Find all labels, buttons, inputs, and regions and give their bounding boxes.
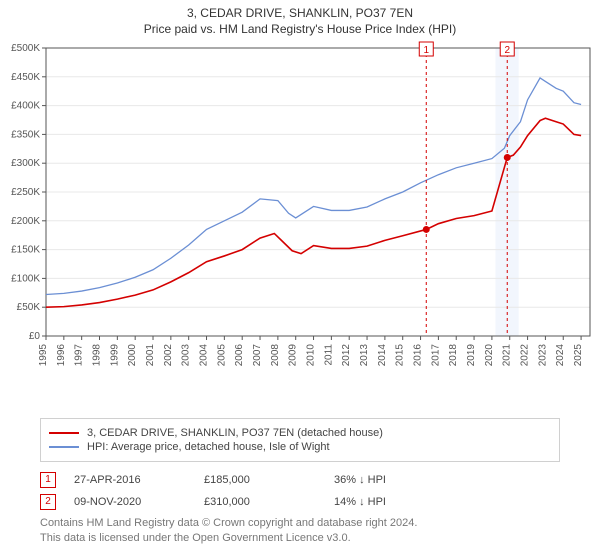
svg-text:£500K: £500K xyxy=(11,43,40,54)
svg-text:£100K: £100K xyxy=(11,273,40,284)
event-date: 09-NOV-2020 xyxy=(74,496,204,508)
svg-text:2022: 2022 xyxy=(520,344,531,367)
svg-text:2025: 2025 xyxy=(573,344,584,367)
footer-line2: This data is licensed under the Open Gov… xyxy=(40,531,560,546)
svg-text:2019: 2019 xyxy=(466,344,477,367)
svg-text:2006: 2006 xyxy=(234,344,245,367)
svg-text:2018: 2018 xyxy=(448,344,459,367)
svg-text:2015: 2015 xyxy=(395,344,406,367)
event-marker: 2 xyxy=(40,494,56,510)
svg-text:2017: 2017 xyxy=(430,344,441,367)
svg-text:£250K: £250K xyxy=(11,187,40,198)
svg-text:2021: 2021 xyxy=(502,344,513,367)
legend-swatch xyxy=(49,432,79,434)
svg-text:2013: 2013 xyxy=(359,344,370,367)
svg-text:1: 1 xyxy=(423,45,429,56)
event-row: 1 27-APR-2016£185,00036% ↓ HPI xyxy=(40,472,560,488)
event-price: £185,000 xyxy=(204,474,334,486)
svg-text:1999: 1999 xyxy=(109,344,120,367)
svg-text:2024: 2024 xyxy=(555,344,566,367)
svg-text:2016: 2016 xyxy=(413,344,424,367)
svg-text:£150K: £150K xyxy=(11,245,40,256)
svg-text:£200K: £200K xyxy=(11,216,40,227)
svg-text:2012: 2012 xyxy=(341,344,352,367)
event-row: 2 09-NOV-2020£310,00014% ↓ HPI xyxy=(40,494,560,510)
legend-item: 3, CEDAR DRIVE, SHANKLIN, PO37 7EN (deta… xyxy=(49,427,551,439)
svg-text:2011: 2011 xyxy=(323,344,334,366)
svg-text:2023: 2023 xyxy=(537,344,548,367)
svg-text:£0: £0 xyxy=(29,331,41,342)
legend-label: 3, CEDAR DRIVE, SHANKLIN, PO37 7EN (deta… xyxy=(87,427,383,439)
svg-text:£50K: £50K xyxy=(17,302,41,313)
legend: 3, CEDAR DRIVE, SHANKLIN, PO37 7EN (deta… xyxy=(40,418,560,462)
svg-text:2005: 2005 xyxy=(216,344,227,367)
svg-text:2: 2 xyxy=(504,45,510,56)
svg-text:£450K: £450K xyxy=(11,72,40,83)
svg-text:2003: 2003 xyxy=(181,344,192,367)
svg-text:2004: 2004 xyxy=(199,344,210,367)
svg-text:2008: 2008 xyxy=(270,344,281,367)
svg-text:2010: 2010 xyxy=(306,344,317,367)
chart-title-line1: 3, CEDAR DRIVE, SHANKLIN, PO37 7EN xyxy=(4,6,596,20)
event-price: £310,000 xyxy=(204,496,334,508)
svg-text:£400K: £400K xyxy=(11,101,40,112)
sale-events: 1 27-APR-2016£185,00036% ↓ HPI 2 09-NOV-202… xyxy=(40,472,560,510)
event-marker: 1 xyxy=(40,472,56,488)
event-diff: 36% ↓ HPI xyxy=(334,474,464,486)
svg-text:2020: 2020 xyxy=(484,344,495,367)
svg-text:2000: 2000 xyxy=(127,344,138,367)
svg-text:1996: 1996 xyxy=(56,344,67,367)
svg-text:1998: 1998 xyxy=(92,344,103,367)
svg-text:2014: 2014 xyxy=(377,344,388,367)
svg-text:£300K: £300K xyxy=(11,158,40,169)
event-date: 27-APR-2016 xyxy=(74,474,204,486)
price-chart: £0 £50K £100K £150K £200K £250K £300K £350K £400… xyxy=(0,38,600,408)
svg-text:1995: 1995 xyxy=(38,344,49,367)
footer-line1: Contains HM Land Registry data © Crown c… xyxy=(40,516,560,531)
svg-text:1997: 1997 xyxy=(74,344,85,367)
svg-text:2001: 2001 xyxy=(145,344,156,367)
event-diff: 14% ↓ HPI xyxy=(334,496,464,508)
svg-text:2009: 2009 xyxy=(288,344,299,367)
svg-text:2002: 2002 xyxy=(163,344,174,367)
legend-label: HPI: Average price, detached house, Isle… xyxy=(87,441,330,453)
svg-text:2007: 2007 xyxy=(252,344,263,367)
legend-swatch xyxy=(49,446,79,448)
chart-title-line2: Price paid vs. HM Land Registry's House … xyxy=(4,22,596,36)
legend-item: HPI: Average price, detached house, Isle… xyxy=(49,441,551,453)
svg-text:£350K: £350K xyxy=(11,129,40,140)
